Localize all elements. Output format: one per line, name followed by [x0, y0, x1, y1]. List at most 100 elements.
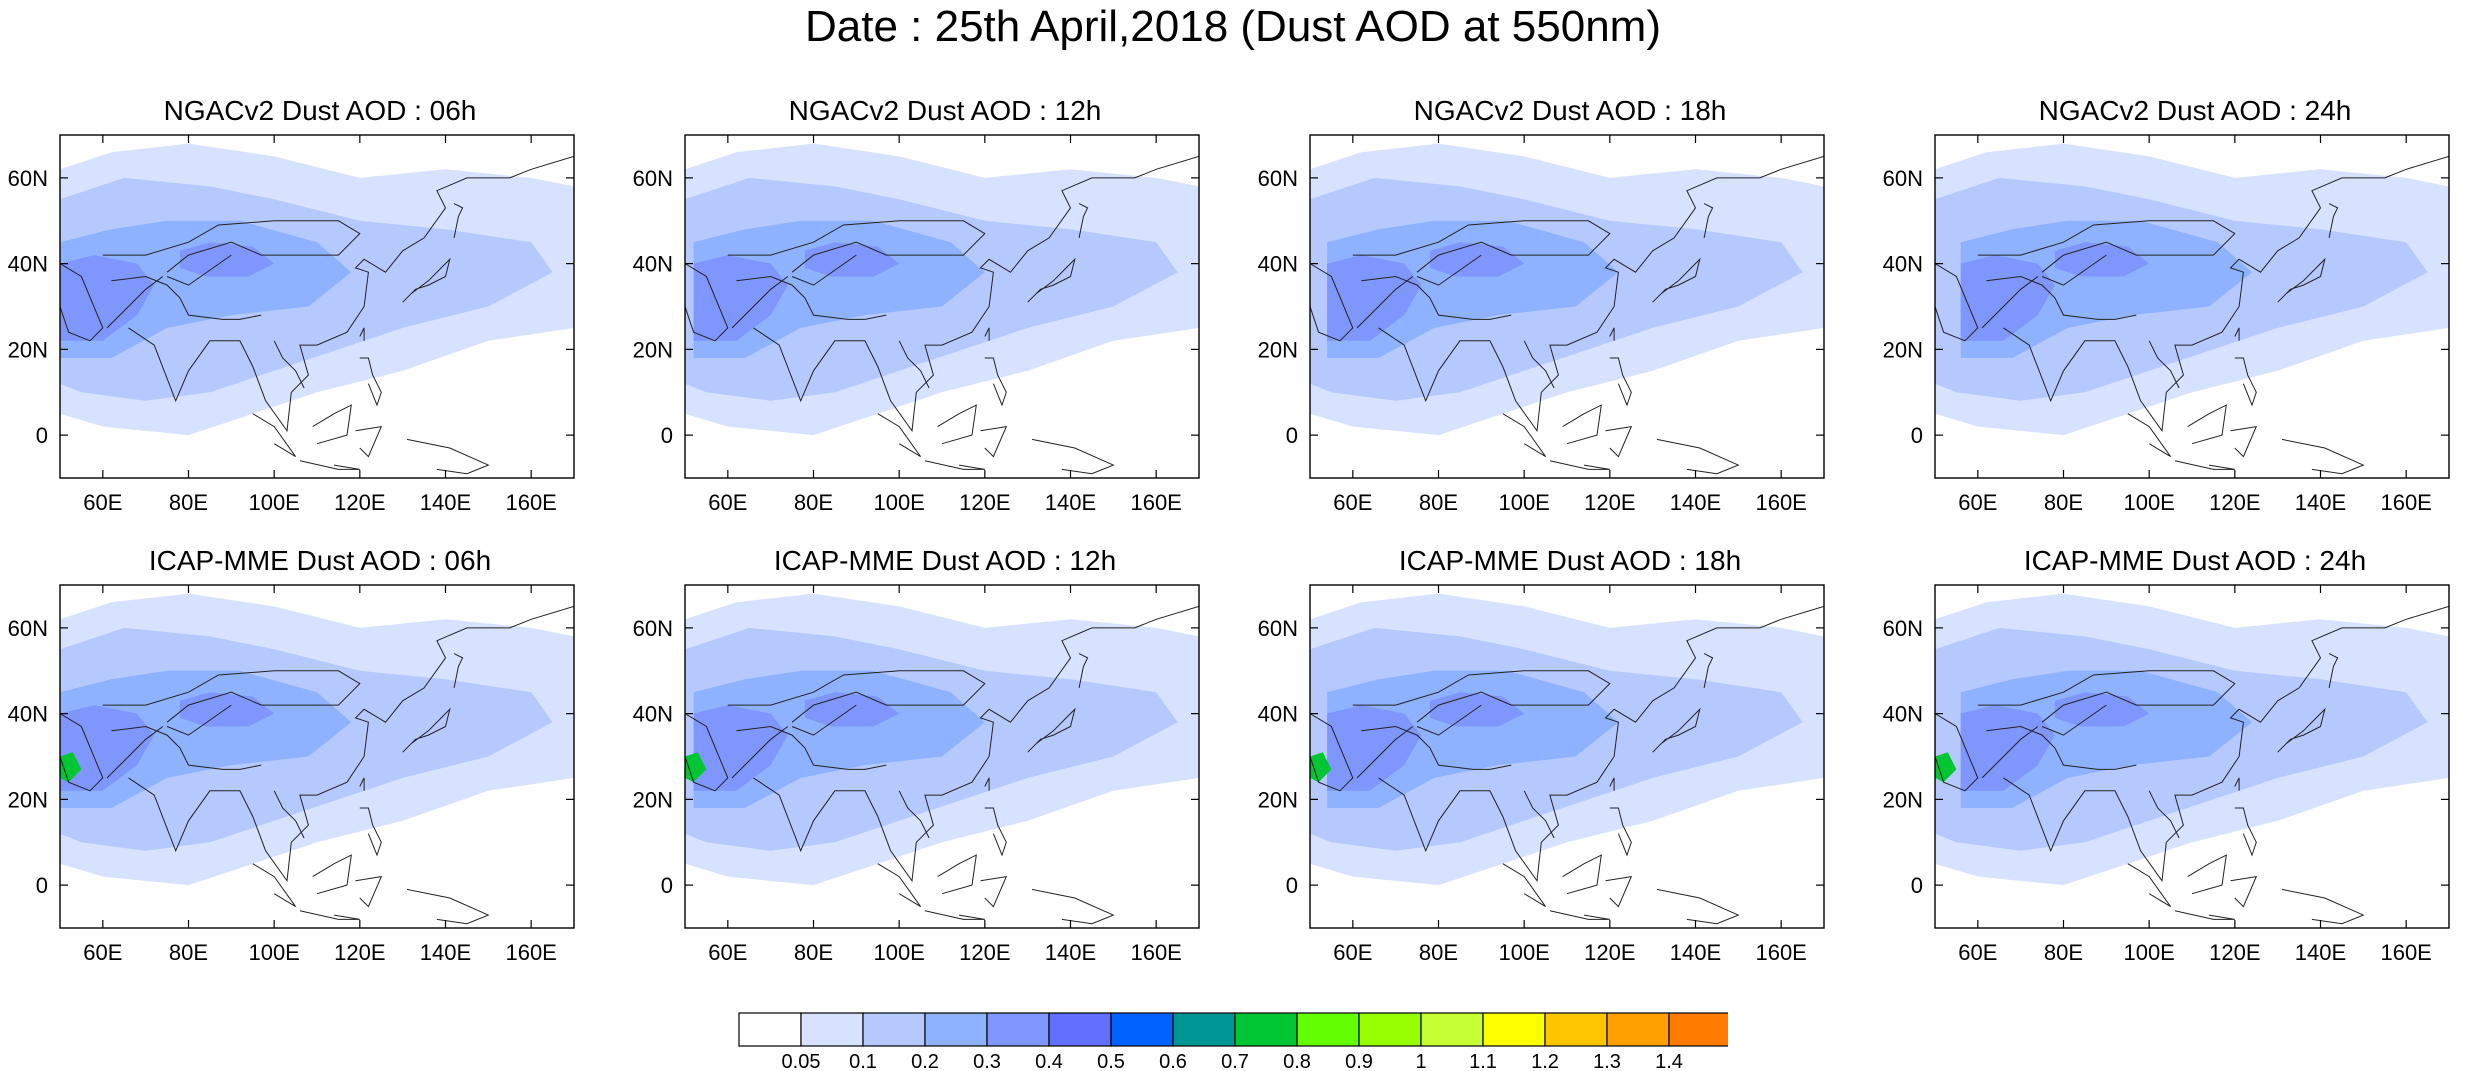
lat-tick-label: 0	[36, 873, 48, 898]
coastline	[1981, 726, 2039, 779]
dust-aod-map: 60E 80E 100E 120E 140E 160E 60N 40N 20N 0	[1883, 584, 2450, 965]
lat-tick-label: 0	[1286, 423, 1298, 448]
coastline	[727, 670, 986, 723]
colorbar-label: 0.2	[911, 1051, 939, 1070]
coastline	[128, 155, 574, 433]
colorbar-swatch	[738, 1012, 802, 1047]
coastline	[166, 704, 232, 736]
dust-aod-map: 60E 80E 100E 120E 140E 160E 60N 40N 20N 0	[1883, 134, 2450, 515]
lon-tick-label: 100E	[873, 490, 924, 515]
map-panel: NGACv2 Dust AOD : 06h 60E 80E 100E 120E 140E 1…	[0, 95, 600, 545]
coastline	[2277, 707, 2326, 753]
lat-tick-label: 0	[36, 423, 48, 448]
lon-tick-label: 60E	[1333, 490, 1372, 515]
coastline	[1549, 460, 1610, 470]
lat-tick-label: 60N	[1883, 166, 1923, 191]
colorbar-label: 1.2	[1531, 1051, 1559, 1070]
coastline	[273, 790, 305, 839]
colorbar-swatch	[800, 1012, 864, 1047]
panel-title: NGACv2 Dust AOD : 06h	[163, 95, 477, 126]
map-panel: ICAP-MME Dust AOD : 06h 60E 80E 100E 120E 140…	[0, 545, 600, 995]
panel-title: NGACv2 Dust AOD : 18h	[1413, 95, 1727, 126]
coastline	[1523, 790, 1555, 839]
colorbar-label: 1.4	[1655, 1051, 1683, 1070]
colorbar-swatch	[1544, 1012, 1608, 1047]
coastline	[252, 863, 297, 908]
lon-tick-label: 120E	[2209, 490, 2260, 515]
coastline	[984, 327, 990, 341]
colorbar-label: 0.05	[782, 1051, 821, 1070]
coastline	[1609, 357, 1632, 407]
coastline	[753, 605, 1199, 883]
lon-tick-label: 100E	[1498, 490, 1549, 515]
lon-tick-label: 140E	[2295, 940, 2346, 965]
coastline	[984, 777, 990, 791]
lon-tick-label: 80E	[1419, 940, 1458, 965]
coastline	[299, 910, 360, 920]
colorbar-label: 0.6	[1159, 1051, 1187, 1070]
lon-tick-label: 140E	[420, 940, 471, 965]
coastline	[1703, 653, 1714, 688]
coastline	[2127, 413, 2172, 458]
lon-tick-label: 160E	[1755, 940, 1806, 965]
coastline	[2174, 910, 2235, 920]
coastline	[2234, 327, 2240, 341]
coastline	[102, 670, 361, 723]
coastline	[1549, 910, 1610, 920]
coastline	[685, 263, 729, 342]
lon-tick-label: 140E	[1670, 490, 1721, 515]
panel-title: ICAP-MME Dust AOD : 06h	[148, 545, 492, 576]
panel-title: ICAP-MME Dust AOD : 24h	[2023, 545, 2367, 576]
panel-title: ICAP-MME Dust AOD : 18h	[1398, 545, 1742, 576]
coastline	[2234, 807, 2257, 857]
page-title: Date : 25th April,2018 (Dust AOD at 550n…	[804, 2, 1661, 51]
coastline	[299, 460, 360, 470]
coastline	[1652, 707, 1701, 753]
lat-tick-label: 0	[1911, 873, 1923, 898]
dust-aod-map: 60E 80E 100E 120E 140E 160E 60N 40N 20N 0	[1258, 134, 1825, 515]
lon-tick-label: 100E	[248, 940, 299, 965]
coastline	[937, 854, 977, 895]
coastline	[1986, 725, 2137, 770]
lon-tick-label: 100E	[873, 940, 924, 965]
coastline	[2127, 863, 2172, 908]
lat-tick-label: 40N	[1258, 702, 1298, 727]
dust-aod-map: 60E 80E 100E 120E 140E 160E 60N 40N 20N 0	[633, 134, 1200, 515]
map-panel: NGACv2 Dust AOD : 18h 60E 80E 100E 120E 140E 1…	[1250, 95, 1850, 545]
lon-tick-label: 60E	[1958, 940, 1997, 965]
colorbar-swatch	[1296, 1012, 1360, 1047]
colorbar-label: 0.8	[1283, 1051, 1311, 1070]
dust-plume-core	[693, 705, 788, 791]
coastline	[1977, 220, 2236, 273]
lon-tick-label: 80E	[169, 940, 208, 965]
lat-tick-label: 0	[661, 423, 673, 448]
map-panel: NGACv2 Dust AOD : 12h 60E 80E 100E 120E 140E 1…	[625, 95, 1225, 545]
lon-tick-label: 120E	[2209, 940, 2260, 965]
coastline	[1416, 254, 1482, 286]
lon-tick-label: 120E	[334, 490, 385, 515]
coastline	[2328, 203, 2339, 238]
coastline	[877, 413, 922, 458]
lon-tick-label: 100E	[2123, 490, 2174, 515]
coastline	[402, 257, 451, 303]
coastline	[1078, 653, 1089, 688]
coastline	[359, 807, 382, 857]
coastline	[1502, 413, 1547, 458]
colorbar-label: 0.3	[973, 1051, 1001, 1070]
colorbar-swatch	[1048, 1012, 1112, 1047]
coastline	[1027, 707, 1076, 753]
coastline	[2041, 704, 2107, 736]
coastline	[2277, 257, 2326, 303]
colorbar-label: 1.1	[1469, 1051, 1497, 1070]
lon-tick-label: 60E	[1333, 940, 1372, 965]
lon-tick-label: 140E	[1045, 490, 1096, 515]
lon-tick-label: 60E	[708, 940, 747, 965]
coastline	[898, 790, 930, 839]
coastline	[1981, 276, 2039, 329]
lat-tick-label: 60N	[633, 166, 673, 191]
colorbar-label: 1	[1415, 1051, 1426, 1070]
colorbar-swatch	[1110, 1012, 1174, 1047]
coastline	[1609, 327, 1615, 341]
coastline	[453, 203, 464, 238]
coastline	[1609, 777, 1615, 791]
